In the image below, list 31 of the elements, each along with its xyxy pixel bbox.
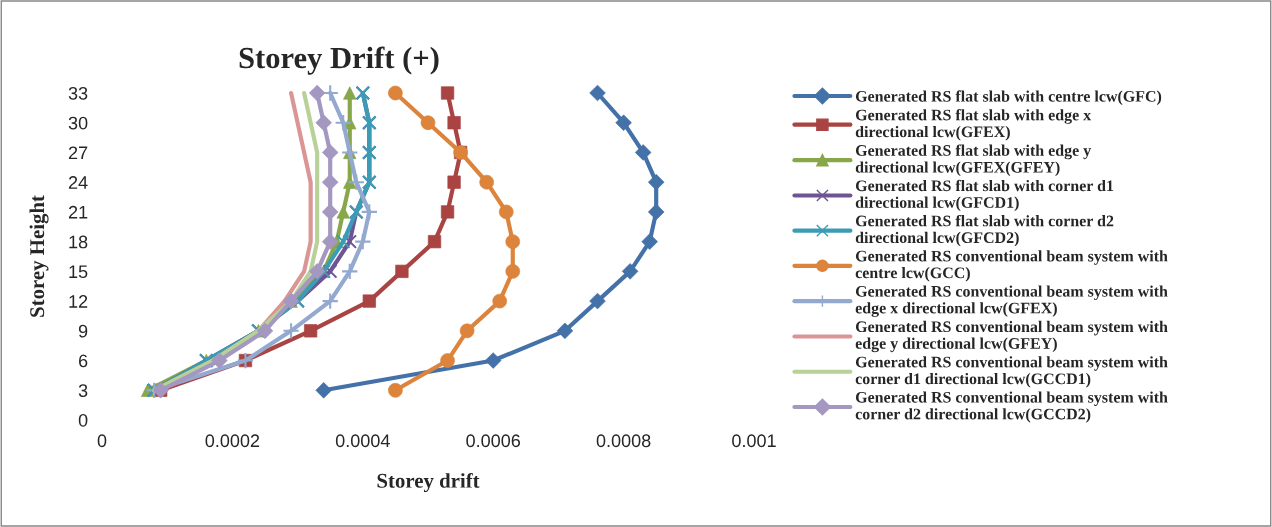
y-tick-label: 9 — [78, 324, 88, 338]
y-tick-label: 12 — [69, 295, 88, 308]
legend-label: Generated RS flat slab with corner d1 directional lcw(GFCD1) — [855, 179, 1114, 212]
x-tick-label: 0.0004 — [335, 434, 390, 448]
y-tick-label: 18 — [69, 235, 88, 249]
y-tick-label: 21 — [68, 205, 88, 219]
legend-label: Generated RS conventional beam system with edge x directional lcw(GFEX) — [855, 285, 1168, 317]
legend-label: Generated RS conventional beam system with corner d1 directional lcw(GCCD1) — [855, 356, 1168, 388]
legend-label: Generated RS conventional beam system with centre lcw(GCC) — [855, 250, 1168, 282]
legend-label: Generated RS flat slab with corner d2 directional lcw(GFCD2) — [855, 214, 1114, 247]
y-tick-label: 0 — [78, 413, 88, 427]
legend-label: Generated RS flat slab with centre lcw(GFC) — [855, 90, 1162, 105]
x-tick-label: 0.0008 — [596, 434, 651, 448]
legend-label: Generated RS flat slab with edge x directional lcw(GFEX) — [855, 108, 1092, 141]
y-tick-label: 33 — [68, 86, 88, 100]
chart-title: Storey Drift (+) — [239, 46, 439, 75]
legend-label: Generated RS conventional beam system with corner d2 directional lcw(GCCD2) — [855, 391, 1168, 423]
y-tick-label: 6 — [78, 354, 88, 368]
y-tick-label: 24 — [68, 176, 88, 189]
y-tick-label: 3 — [78, 384, 88, 397]
legend-label: Generated RS conventional beam system with edge y directional lcw(GFEY) — [855, 320, 1168, 353]
x-tick-label: 0 — [97, 434, 107, 448]
y-axis-title: Storey Height — [29, 195, 49, 317]
x-tick-label: 0.001 — [732, 434, 776, 448]
y-tick-label: 30 — [68, 116, 88, 130]
x-tick-label: 0.0002 — [205, 434, 260, 448]
legend-label: Generated RS flat slab with edge y directional lcw(GFEX(GFEY) — [855, 144, 1092, 176]
x-axis-title: Storey drift — [377, 472, 480, 493]
x-tick-label: 0.0006 — [466, 434, 521, 448]
y-tick-label: 15 — [69, 265, 88, 279]
y-tick-label: 27 — [68, 146, 88, 159]
